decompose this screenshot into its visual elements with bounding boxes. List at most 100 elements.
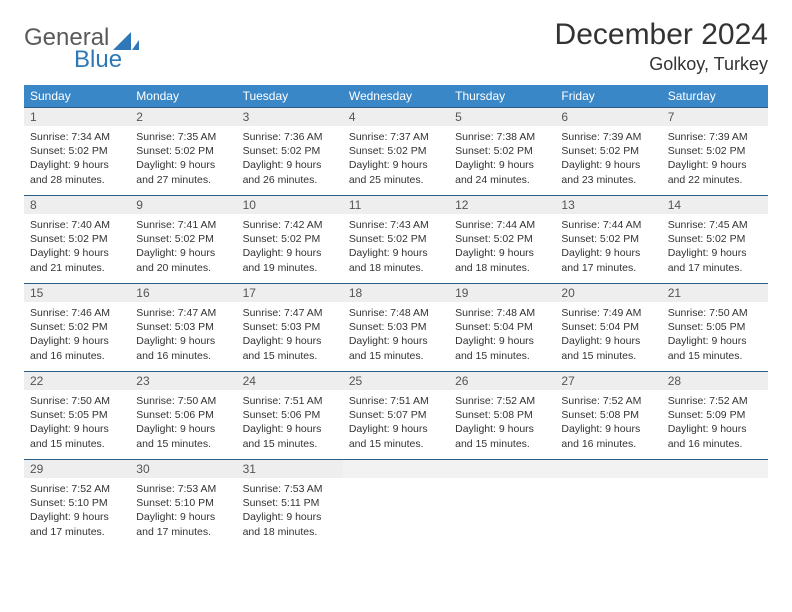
calendar-day-cell: 22Sunrise: 7:50 AMSunset: 5:05 PMDayligh… (24, 371, 130, 459)
day-number-bar: 9 (130, 195, 236, 214)
empty-day-bar (343, 459, 449, 478)
calendar-table: SundayMondayTuesdayWednesdayThursdayFrid… (24, 85, 768, 547)
day-details: Sunrise: 7:52 AMSunset: 5:10 PMDaylight:… (24, 478, 130, 545)
day-number-bar: 6 (555, 107, 661, 126)
day-details: Sunrise: 7:46 AMSunset: 5:02 PMDaylight:… (24, 302, 130, 369)
day-number-bar: 4 (343, 107, 449, 126)
day-details: Sunrise: 7:53 AMSunset: 5:10 PMDaylight:… (130, 478, 236, 545)
calendar-day-cell (662, 459, 768, 547)
day-number-bar: 7 (662, 107, 768, 126)
day-number-bar: 30 (130, 459, 236, 478)
day-details: Sunrise: 7:53 AMSunset: 5:11 PMDaylight:… (237, 478, 343, 545)
calendar-day-cell (555, 459, 661, 547)
day-details: Sunrise: 7:49 AMSunset: 5:04 PMDaylight:… (555, 302, 661, 369)
calendar-day-cell: 8Sunrise: 7:40 AMSunset: 5:02 PMDaylight… (24, 195, 130, 283)
day-details: Sunrise: 7:44 AMSunset: 5:02 PMDaylight:… (555, 214, 661, 281)
calendar-day-cell: 19Sunrise: 7:48 AMSunset: 5:04 PMDayligh… (449, 283, 555, 371)
calendar-week-row: 8Sunrise: 7:40 AMSunset: 5:02 PMDaylight… (24, 195, 768, 283)
calendar-day-cell (343, 459, 449, 547)
day-details: Sunrise: 7:47 AMSunset: 5:03 PMDaylight:… (130, 302, 236, 369)
day-number-bar: 5 (449, 107, 555, 126)
day-details: Sunrise: 7:38 AMSunset: 5:02 PMDaylight:… (449, 126, 555, 193)
day-number-bar: 13 (555, 195, 661, 214)
calendar-day-cell: 31Sunrise: 7:53 AMSunset: 5:11 PMDayligh… (237, 459, 343, 547)
calendar-day-cell: 26Sunrise: 7:52 AMSunset: 5:08 PMDayligh… (449, 371, 555, 459)
day-details: Sunrise: 7:39 AMSunset: 5:02 PMDaylight:… (662, 126, 768, 193)
calendar-week-row: 29Sunrise: 7:52 AMSunset: 5:10 PMDayligh… (24, 459, 768, 547)
empty-day-bar (449, 459, 555, 478)
day-details: Sunrise: 7:35 AMSunset: 5:02 PMDaylight:… (130, 126, 236, 193)
weekday-header: Friday (555, 85, 661, 107)
day-number-bar: 17 (237, 283, 343, 302)
day-number-bar: 21 (662, 283, 768, 302)
day-details: Sunrise: 7:36 AMSunset: 5:02 PMDaylight:… (237, 126, 343, 193)
day-details: Sunrise: 7:50 AMSunset: 5:05 PMDaylight:… (662, 302, 768, 369)
day-details: Sunrise: 7:34 AMSunset: 5:02 PMDaylight:… (24, 126, 130, 193)
day-details: Sunrise: 7:41 AMSunset: 5:02 PMDaylight:… (130, 214, 236, 281)
day-details: Sunrise: 7:51 AMSunset: 5:06 PMDaylight:… (237, 390, 343, 457)
calendar-day-cell: 5Sunrise: 7:38 AMSunset: 5:02 PMDaylight… (449, 107, 555, 195)
day-details: Sunrise: 7:47 AMSunset: 5:03 PMDaylight:… (237, 302, 343, 369)
calendar-day-cell: 7Sunrise: 7:39 AMSunset: 5:02 PMDaylight… (662, 107, 768, 195)
title-block: December 2024 Golkoy, Turkey (555, 18, 768, 75)
day-number-bar: 20 (555, 283, 661, 302)
day-details: Sunrise: 7:37 AMSunset: 5:02 PMDaylight:… (343, 126, 449, 193)
day-details: Sunrise: 7:52 AMSunset: 5:08 PMDaylight:… (555, 390, 661, 457)
calendar-day-cell: 13Sunrise: 7:44 AMSunset: 5:02 PMDayligh… (555, 195, 661, 283)
day-number-bar: 3 (237, 107, 343, 126)
day-number-bar: 29 (24, 459, 130, 478)
day-number-bar: 24 (237, 371, 343, 390)
calendar-day-cell: 27Sunrise: 7:52 AMSunset: 5:08 PMDayligh… (555, 371, 661, 459)
calendar-day-cell: 10Sunrise: 7:42 AMSunset: 5:02 PMDayligh… (237, 195, 343, 283)
calendar-day-cell: 24Sunrise: 7:51 AMSunset: 5:06 PMDayligh… (237, 371, 343, 459)
header: General Blue December 2024 Golkoy, Turke… (24, 18, 768, 75)
calendar-day-cell: 21Sunrise: 7:50 AMSunset: 5:05 PMDayligh… (662, 283, 768, 371)
brand-logo: General Blue (24, 24, 139, 74)
weekday-header: Tuesday (237, 85, 343, 107)
day-number-bar: 2 (130, 107, 236, 126)
day-number-bar: 26 (449, 371, 555, 390)
day-number-bar: 22 (24, 371, 130, 390)
weekday-header: Monday (130, 85, 236, 107)
calendar-day-cell: 9Sunrise: 7:41 AMSunset: 5:02 PMDaylight… (130, 195, 236, 283)
calendar-day-cell: 3Sunrise: 7:36 AMSunset: 5:02 PMDaylight… (237, 107, 343, 195)
day-details: Sunrise: 7:42 AMSunset: 5:02 PMDaylight:… (237, 214, 343, 281)
day-details: Sunrise: 7:51 AMSunset: 5:07 PMDaylight:… (343, 390, 449, 457)
location-text: Golkoy, Turkey (555, 54, 768, 75)
day-number-bar: 18 (343, 283, 449, 302)
weekday-header: Thursday (449, 85, 555, 107)
calendar-day-cell: 23Sunrise: 7:50 AMSunset: 5:06 PMDayligh… (130, 371, 236, 459)
weekday-row: SundayMondayTuesdayWednesdayThursdayFrid… (24, 85, 768, 107)
brand-text-blue: Blue (74, 46, 122, 74)
day-number-bar: 11 (343, 195, 449, 214)
calendar-day-cell: 12Sunrise: 7:44 AMSunset: 5:02 PMDayligh… (449, 195, 555, 283)
day-details: Sunrise: 7:50 AMSunset: 5:06 PMDaylight:… (130, 390, 236, 457)
day-number-bar: 27 (555, 371, 661, 390)
day-details: Sunrise: 7:40 AMSunset: 5:02 PMDaylight:… (24, 214, 130, 281)
day-number-bar: 12 (449, 195, 555, 214)
calendar-body: 1Sunrise: 7:34 AMSunset: 5:02 PMDaylight… (24, 107, 768, 547)
calendar-week-row: 1Sunrise: 7:34 AMSunset: 5:02 PMDaylight… (24, 107, 768, 195)
empty-day-bar (555, 459, 661, 478)
calendar-day-cell: 29Sunrise: 7:52 AMSunset: 5:10 PMDayligh… (24, 459, 130, 547)
weekday-header: Sunday (24, 85, 130, 107)
day-number-bar: 23 (130, 371, 236, 390)
calendar-head: SundayMondayTuesdayWednesdayThursdayFrid… (24, 85, 768, 107)
calendar-day-cell: 4Sunrise: 7:37 AMSunset: 5:02 PMDaylight… (343, 107, 449, 195)
day-details: Sunrise: 7:43 AMSunset: 5:02 PMDaylight:… (343, 214, 449, 281)
day-number-bar: 25 (343, 371, 449, 390)
empty-day-bar (662, 459, 768, 478)
calendar-day-cell: 2Sunrise: 7:35 AMSunset: 5:02 PMDaylight… (130, 107, 236, 195)
day-details: Sunrise: 7:45 AMSunset: 5:02 PMDaylight:… (662, 214, 768, 281)
day-number-bar: 8 (24, 195, 130, 214)
day-details: Sunrise: 7:52 AMSunset: 5:08 PMDaylight:… (449, 390, 555, 457)
calendar-day-cell (449, 459, 555, 547)
day-details: Sunrise: 7:52 AMSunset: 5:09 PMDaylight:… (662, 390, 768, 457)
day-details: Sunrise: 7:44 AMSunset: 5:02 PMDaylight:… (449, 214, 555, 281)
calendar-day-cell: 25Sunrise: 7:51 AMSunset: 5:07 PMDayligh… (343, 371, 449, 459)
calendar-day-cell: 1Sunrise: 7:34 AMSunset: 5:02 PMDaylight… (24, 107, 130, 195)
weekday-header: Wednesday (343, 85, 449, 107)
calendar-day-cell: 28Sunrise: 7:52 AMSunset: 5:09 PMDayligh… (662, 371, 768, 459)
day-number-bar: 14 (662, 195, 768, 214)
calendar-day-cell: 18Sunrise: 7:48 AMSunset: 5:03 PMDayligh… (343, 283, 449, 371)
